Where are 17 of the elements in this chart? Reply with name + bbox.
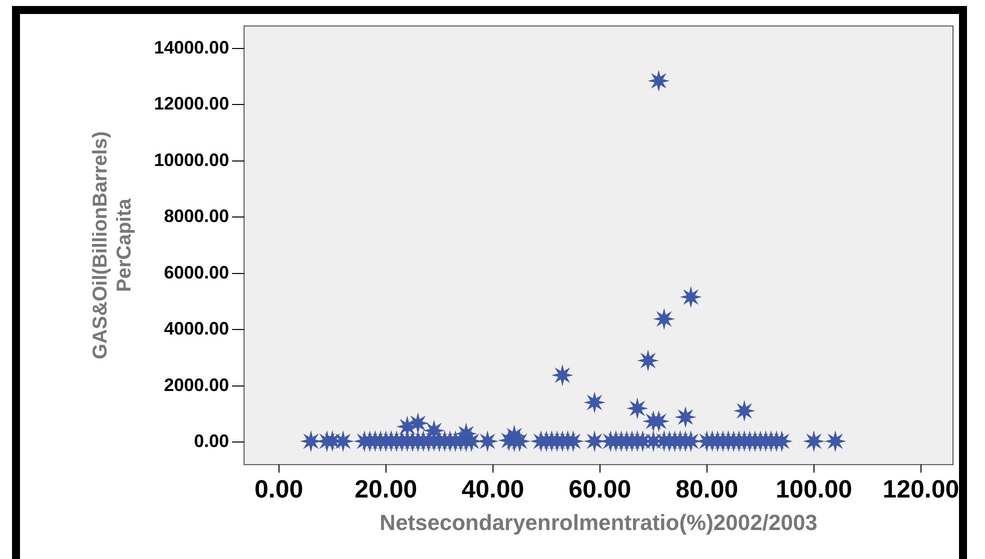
y-tick-label: 2000.00 — [164, 374, 230, 395]
y-tick-label: 10000.00 — [154, 150, 230, 170]
x-tick-label: 120.00 — [882, 475, 960, 504]
x-tick-label: 80.00 — [676, 475, 738, 504]
x-tick-label: 20.00 — [354, 475, 418, 504]
x-tick-label: 60.00 — [568, 475, 632, 504]
y-tick-label: 0.00 — [194, 431, 230, 452]
x-axis-title: Netsecondaryenrolmentratio(%)2002/2003 — [380, 510, 818, 535]
y-axis-title: GAS&Oil(BillionBarrels) PerCapita — [90, 131, 136, 360]
y-tick-label: 14000.00 — [154, 37, 230, 58]
x-tick-label: 40.00 — [462, 475, 524, 504]
y-tick-label: 6000.00 — [164, 262, 230, 282]
x-tick-label: 0.00 — [254, 475, 304, 504]
y-tick-label: 4000.00 — [164, 318, 230, 339]
y-tick-label: 8000.00 — [164, 206, 230, 226]
y-tick-label: 12000.00 — [154, 94, 230, 114]
x-tick-label: 100.00 — [776, 475, 852, 504]
